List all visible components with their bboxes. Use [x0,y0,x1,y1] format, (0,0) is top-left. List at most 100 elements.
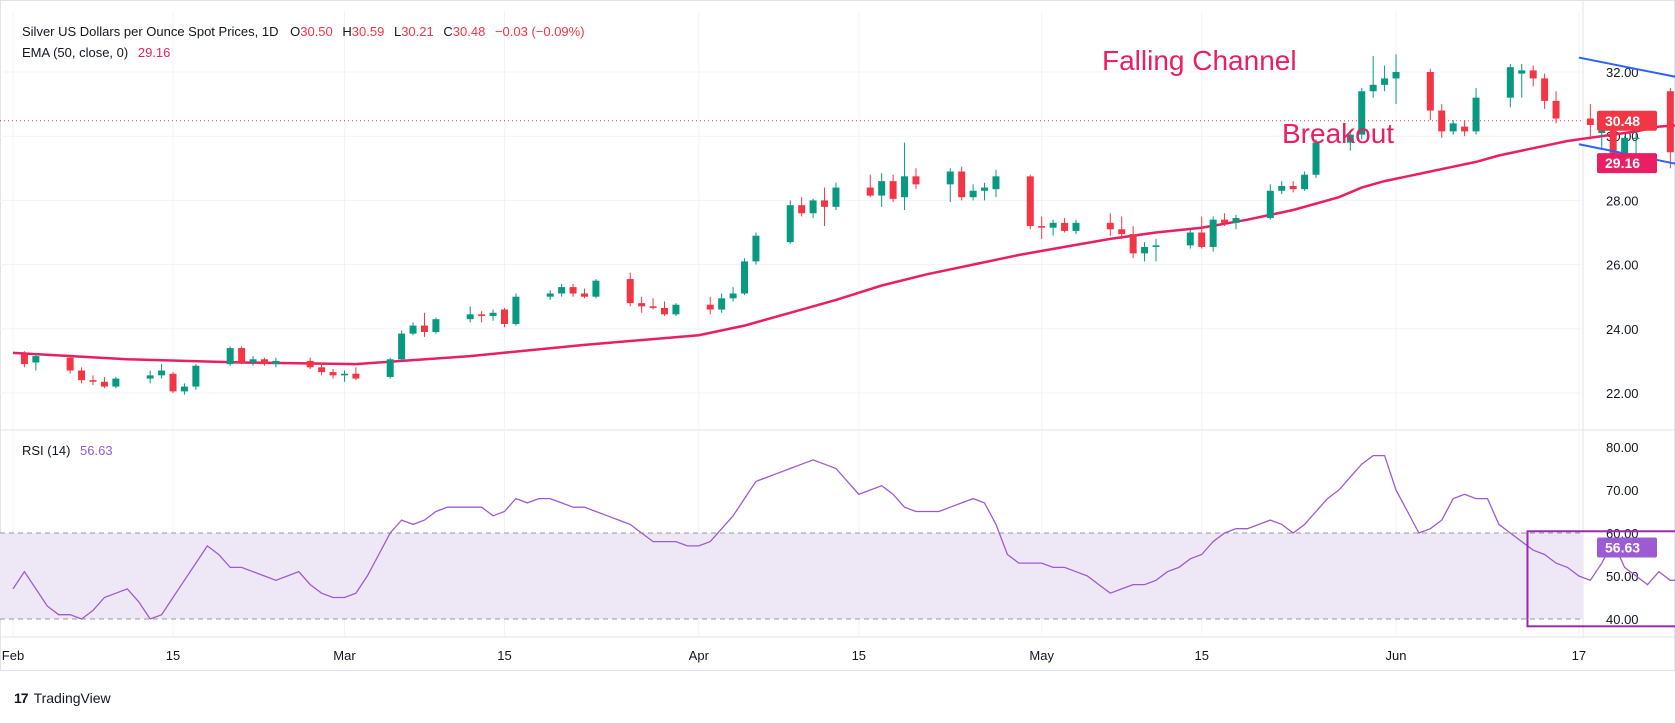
candle [306,357,314,369]
candle [1152,238,1160,262]
candle [786,200,794,244]
candle-body [89,380,97,382]
candle-body [180,386,188,392]
candle [1449,120,1457,135]
candle-body [100,381,108,387]
close-value: 30.48 [452,24,486,39]
candle-body [878,181,886,196]
price-tick-label: 28.00 [1606,193,1639,208]
candle [821,187,829,227]
candle-body [192,365,200,387]
last-price-badge-bg [1597,110,1657,131]
candle-body [1301,174,1309,190]
candle-body [661,307,669,315]
rsi-value-badge-bg [1597,537,1657,558]
candle-body [1198,232,1206,247]
candle-body [226,348,234,365]
candle [912,168,920,190]
candle-body [169,373,177,392]
rsi-tick-label: 40.00 [1606,612,1639,627]
candle [1049,219,1057,236]
candle-body [238,348,246,363]
candle-body [1141,246,1149,254]
candle-body [718,298,726,310]
candle-body [638,303,646,307]
candle-body [558,287,566,294]
candle [180,383,188,395]
candle-body [466,314,474,320]
candle [581,288,588,299]
tradingview-brand[interactable]: 17 TradingView [14,690,111,706]
candle-body [1472,97,1480,132]
candle [329,368,337,379]
candle-body [318,367,326,373]
candle-body [1449,123,1457,132]
candle-body [569,287,577,294]
candle-body [901,176,909,198]
ema-price-badge-text: 29.16 [1605,155,1640,171]
candle [20,351,28,368]
low-value: 30.21 [401,24,434,39]
candle-body [1552,100,1560,119]
candle [352,367,360,381]
candle [238,346,246,365]
rsi-tick-label: 80.00 [1606,440,1639,455]
candle-body [1586,118,1594,125]
candle-body [912,176,920,185]
candle [512,293,520,326]
candle [432,317,440,334]
candle [558,283,566,297]
candle-body [146,375,154,379]
candle-body [306,360,314,368]
candle-body [1346,134,1354,143]
high-label: H [342,24,352,39]
candle-body [1621,137,1629,156]
candle-body [981,187,989,191]
candle [489,309,497,321]
candle [969,184,977,201]
candle [260,357,268,366]
candle [1438,104,1446,138]
high-value: 30.59 [351,24,385,39]
candle [546,290,554,300]
candle [592,279,600,299]
ema-price-badge: 29.16 [1597,153,1657,174]
candle [1346,129,1354,151]
candle-body [546,293,554,297]
candle [832,182,840,211]
rsi-band [0,533,1583,619]
candle-body [821,200,829,207]
candle [889,174,897,203]
candle [409,322,417,336]
candle [78,367,86,384]
candle-body [958,171,966,198]
candle-body [809,200,817,214]
candle-body [489,312,497,316]
rsi-value: 56.63 [80,443,113,458]
candle [192,364,200,390]
tradingview-logo-icon: 17 [14,690,29,706]
price-tick-label: 24.00 [1606,322,1639,337]
candle [809,198,817,219]
x-tick-label: 15 [166,648,180,663]
candle [718,293,726,313]
candle [398,330,406,361]
candle-body [78,370,86,381]
candle-body [1186,232,1194,246]
candle [1221,213,1229,227]
candle [901,142,909,211]
x-tick-label: Apr [689,648,710,663]
candle-body [1038,226,1046,228]
candle [752,232,760,265]
candle-body [1529,70,1537,79]
candle [249,356,257,366]
candle-body [581,293,588,297]
candle [1506,63,1514,108]
candle [1106,213,1114,236]
candle [500,307,508,328]
candle [992,169,1000,198]
candle [729,287,737,302]
candle [1026,174,1034,230]
candle [1278,181,1286,194]
